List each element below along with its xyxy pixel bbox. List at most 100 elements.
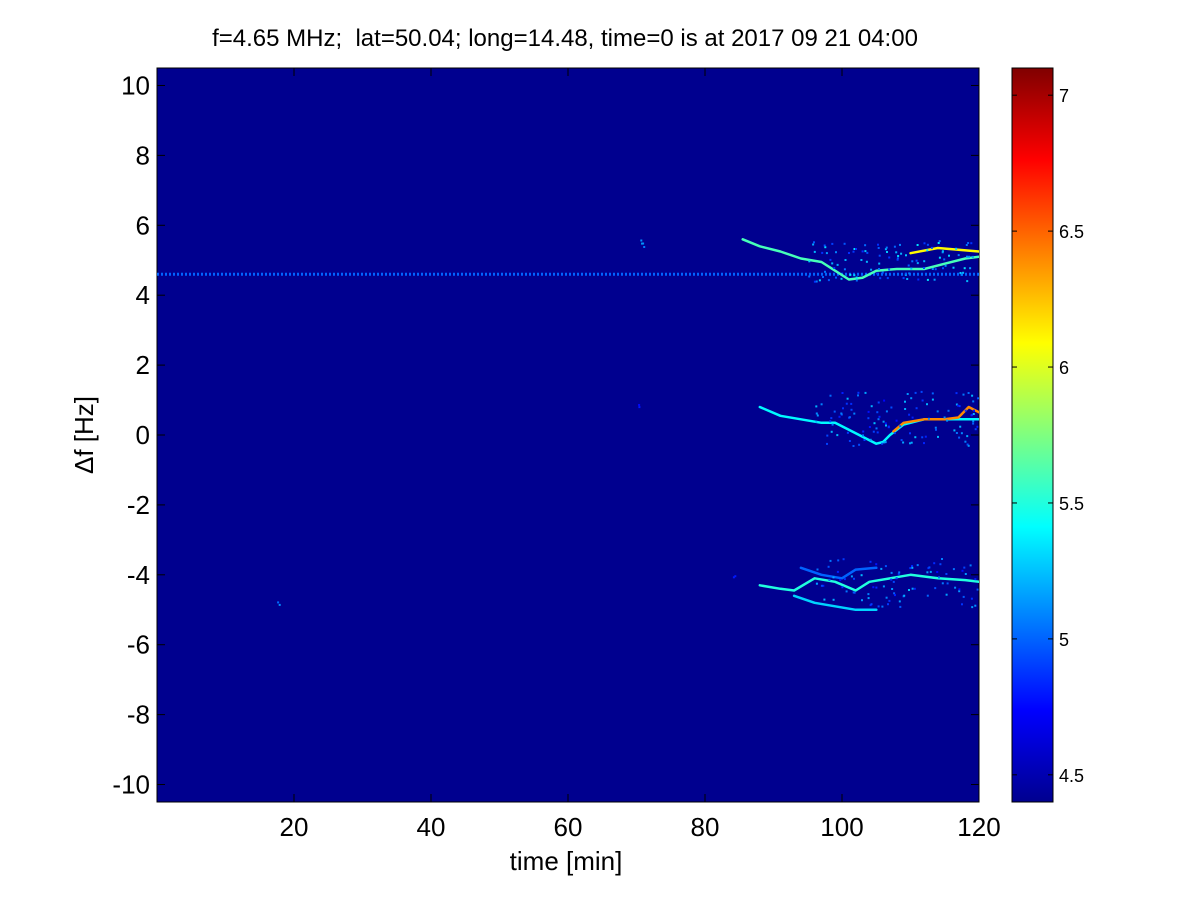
speckle-point [891,588,894,590]
speckle-point [848,252,850,254]
speckle-point [815,412,818,415]
speckle-point [875,586,878,589]
speckle-point [900,439,903,442]
colorbar-tick-label: 6 [1059,358,1069,378]
speckle-point [913,587,916,590]
speckle-point [945,573,948,575]
speckle-point [853,577,855,580]
speckle-point [872,430,875,433]
speckle-point [842,558,845,561]
speckle-point [930,246,933,249]
speckle-point [835,251,837,254]
speckle-point [909,567,912,570]
trace-line-8 [799,566,878,580]
speckle-point [904,408,907,410]
speckle-point [893,245,896,248]
colorbar-tick-label: 4.5 [1059,766,1084,786]
speckle-point [926,243,929,246]
speckle-point [895,577,898,580]
speckle-point [877,605,880,608]
speckle-point [832,576,835,579]
speckle-point [974,428,977,431]
speckle-point [878,262,881,265]
speckle-point [894,594,896,597]
speckle-point [825,252,828,255]
speckle-point [881,271,884,274]
speckle-point [917,278,920,281]
speckle-point [910,397,913,400]
speckle-point [867,410,870,413]
speckle-point [860,574,863,577]
speckle-point [893,592,896,595]
speckle-point [911,565,913,567]
trace-line-3 [909,246,979,255]
speckle-point [921,399,924,402]
speckle-point [910,441,913,444]
speckle-point [868,426,871,428]
speckle-point [853,591,856,594]
speckle-point [963,566,966,569]
speckle-point [902,441,905,444]
speckle-point [967,242,970,244]
y-tick-label: 2 [136,350,150,380]
speckle-point [873,422,876,425]
speckle-point [904,273,907,276]
speckle-point [915,407,918,410]
speckle-point [840,412,843,415]
speckle-point [961,569,964,572]
y-tick-label: 4 [136,280,150,310]
speckle-point [884,422,887,425]
speckle-point [841,586,844,589]
speckle-point [829,258,832,261]
speckle-point [938,256,941,259]
speckle-point [955,392,958,395]
speckle-point [830,430,833,433]
speckle-point [955,247,958,250]
speckle-point [952,568,955,571]
speckle-point [862,430,865,433]
speckle-point [643,246,646,248]
speckle-point [916,262,919,265]
speckle-point [888,268,891,271]
speckle-point [955,403,958,406]
speckle-point [938,576,940,579]
speckle-point [850,408,853,411]
speckle-point [970,242,973,245]
speckle-point [818,279,821,282]
speckle-point [816,568,819,571]
speckle-point [964,409,967,412]
speckle-point [890,578,893,581]
speckle-point [866,251,869,254]
speckle-point [853,274,856,277]
speckle-point [820,403,823,406]
speckle-point [916,244,919,246]
colorbar-tick-label: 6.5 [1059,222,1084,242]
speckle-point [813,241,815,244]
speckle-point [867,597,870,600]
speckle-point [961,603,963,606]
speckle-point [895,251,898,254]
speckle-point [836,263,839,266]
speckle-point [926,571,929,574]
speckle-point [870,405,873,408]
colorbar-tick-label: 7 [1059,86,1069,106]
speckle-point [924,435,927,438]
speckle-point [946,582,949,585]
speckle-point [846,431,849,434]
speckle-point [845,590,848,593]
speckle-point [972,400,975,403]
speckle-point [926,594,929,597]
y-axis-label: Δf [Hz] [69,396,99,474]
speckle-point [815,420,818,423]
x-tick-label: 120 [957,812,1000,842]
speckle-point [935,428,937,431]
speckle-point [946,419,949,422]
speckle-point [910,267,913,270]
speckle-point [838,415,841,418]
speckle-point [831,423,834,426]
speckle-point [852,445,855,447]
speckle-point [812,243,815,246]
speckle-point [853,248,856,250]
speckle-point [642,242,645,245]
